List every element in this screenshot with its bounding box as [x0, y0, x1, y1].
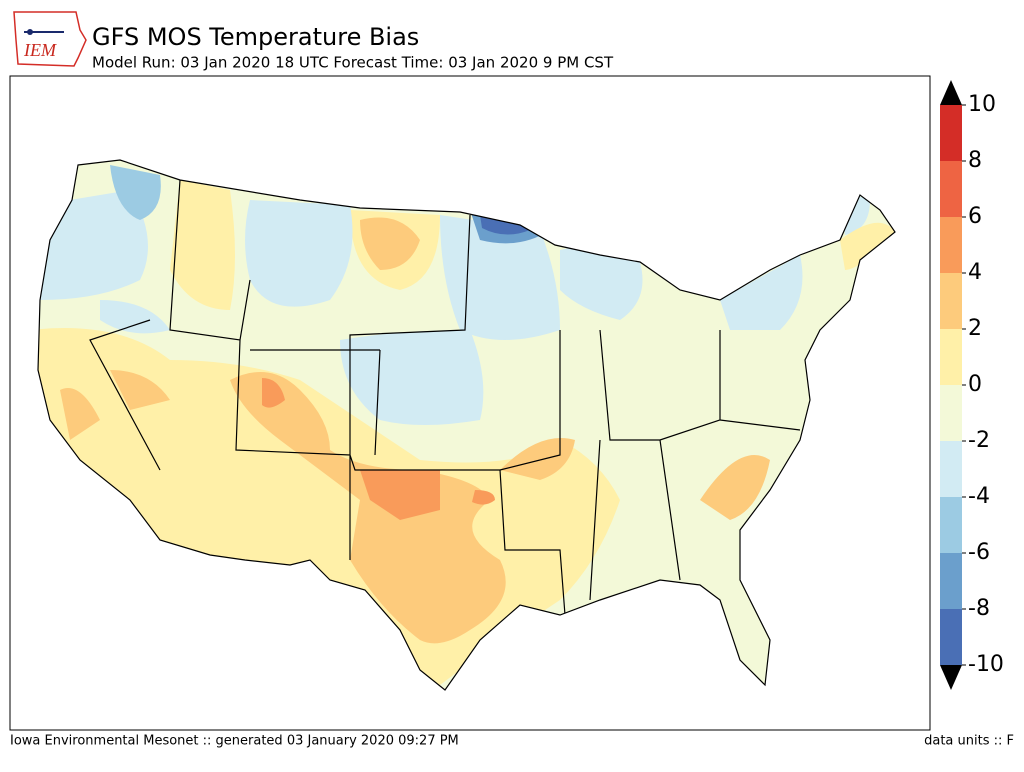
- colorbar: -10 -8 -6 -4 -2 0 2 4 6 8 10: [940, 80, 1004, 690]
- logo-text: IEM: [23, 40, 57, 60]
- colorbar-segment: [940, 217, 962, 273]
- colorbar-tick-label: 8: [968, 148, 982, 173]
- colorbar-tick-label: -10: [968, 652, 1004, 677]
- colorbar-tick-label: -4: [968, 484, 990, 509]
- colorbar-tick-label: -8: [968, 596, 990, 621]
- colorbar-segment: [940, 497, 962, 553]
- colorbar-segment: [940, 105, 962, 161]
- colorbar-tick-label: -6: [968, 540, 990, 565]
- colorbar-tick-label: 10: [968, 92, 996, 117]
- title: GFS MOS Temperature Bias: [92, 23, 419, 51]
- colorbar-segment: [940, 385, 962, 441]
- colorbar-extend-low: [940, 665, 962, 690]
- footer-right: data units :: F: [924, 734, 1014, 749]
- subtitle: Model Run: 03 Jan 2020 18 UTC Forecast T…: [92, 54, 614, 72]
- footer-left: Iowa Environmental Mesonet :: generated …: [10, 734, 459, 749]
- us-outline: [37, 159, 896, 691]
- colorbar-tick-label: 2: [968, 316, 982, 341]
- colorbar-tick-label: 4: [968, 260, 982, 285]
- colorbar-tick-label: 0: [968, 372, 982, 397]
- colorbar-extend-high: [940, 80, 962, 105]
- colorbar-tick-label: -2: [968, 428, 990, 453]
- state-lines: [89, 179, 801, 616]
- colorbar-segment: [940, 329, 962, 385]
- colorbar-segment: [940, 609, 962, 665]
- colorbar-segment: [940, 273, 962, 329]
- colorbar-segment: [940, 553, 962, 609]
- logo: IEM: [13, 11, 87, 67]
- colorbar-segment: [940, 161, 962, 217]
- colorbar-segment: [940, 441, 962, 497]
- colorbar-tick-label: 6: [968, 204, 982, 229]
